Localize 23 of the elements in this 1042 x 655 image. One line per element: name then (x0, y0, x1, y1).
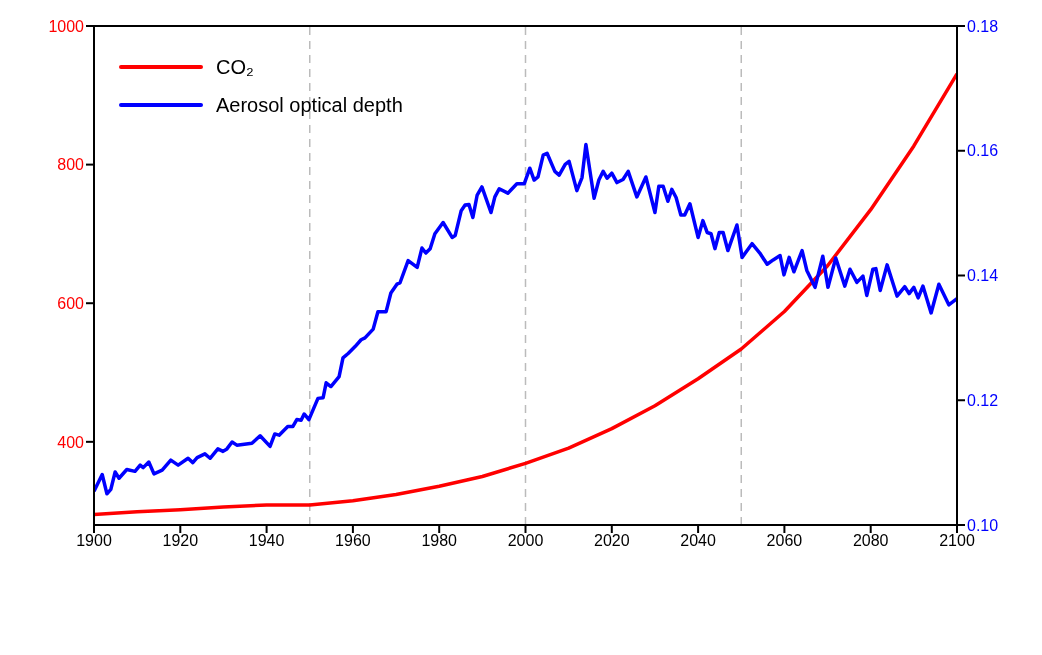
x-tick-label: 2040 (680, 532, 716, 550)
y2-tick-label: 0.12 (967, 391, 999, 409)
x-tick-label: 1920 (162, 532, 199, 550)
x-tick-label: 2000 (507, 532, 544, 550)
x-tick-label: 1960 (335, 532, 371, 550)
x-tick-label: 1980 (421, 532, 458, 550)
x-tick-label: 2100 (939, 532, 975, 550)
x-tick-label: 2060 (766, 532, 803, 550)
y-tick-label: 600 (57, 294, 85, 312)
y-tick-label: 400 (57, 433, 85, 451)
y2-tick-label: 0.10 (967, 516, 999, 534)
x-tick-label: 2020 (594, 532, 630, 550)
legend-label: Aerosol optical depth (216, 93, 403, 117)
y-tick-label: 1000 (48, 17, 85, 35)
legend-label: CO₂ (216, 55, 254, 79)
y2-tick-label: 0.14 (967, 267, 999, 285)
y-tick-label: 800 (57, 156, 85, 174)
x-tick-label: 1900 (76, 532, 112, 550)
x-tick-label: 1940 (248, 532, 285, 550)
line-series (94, 142, 957, 496)
y2-tick-label: 0.16 (967, 142, 999, 160)
y2-tick-label: 0.18 (967, 17, 999, 35)
x-tick-label: 2080 (852, 532, 889, 550)
